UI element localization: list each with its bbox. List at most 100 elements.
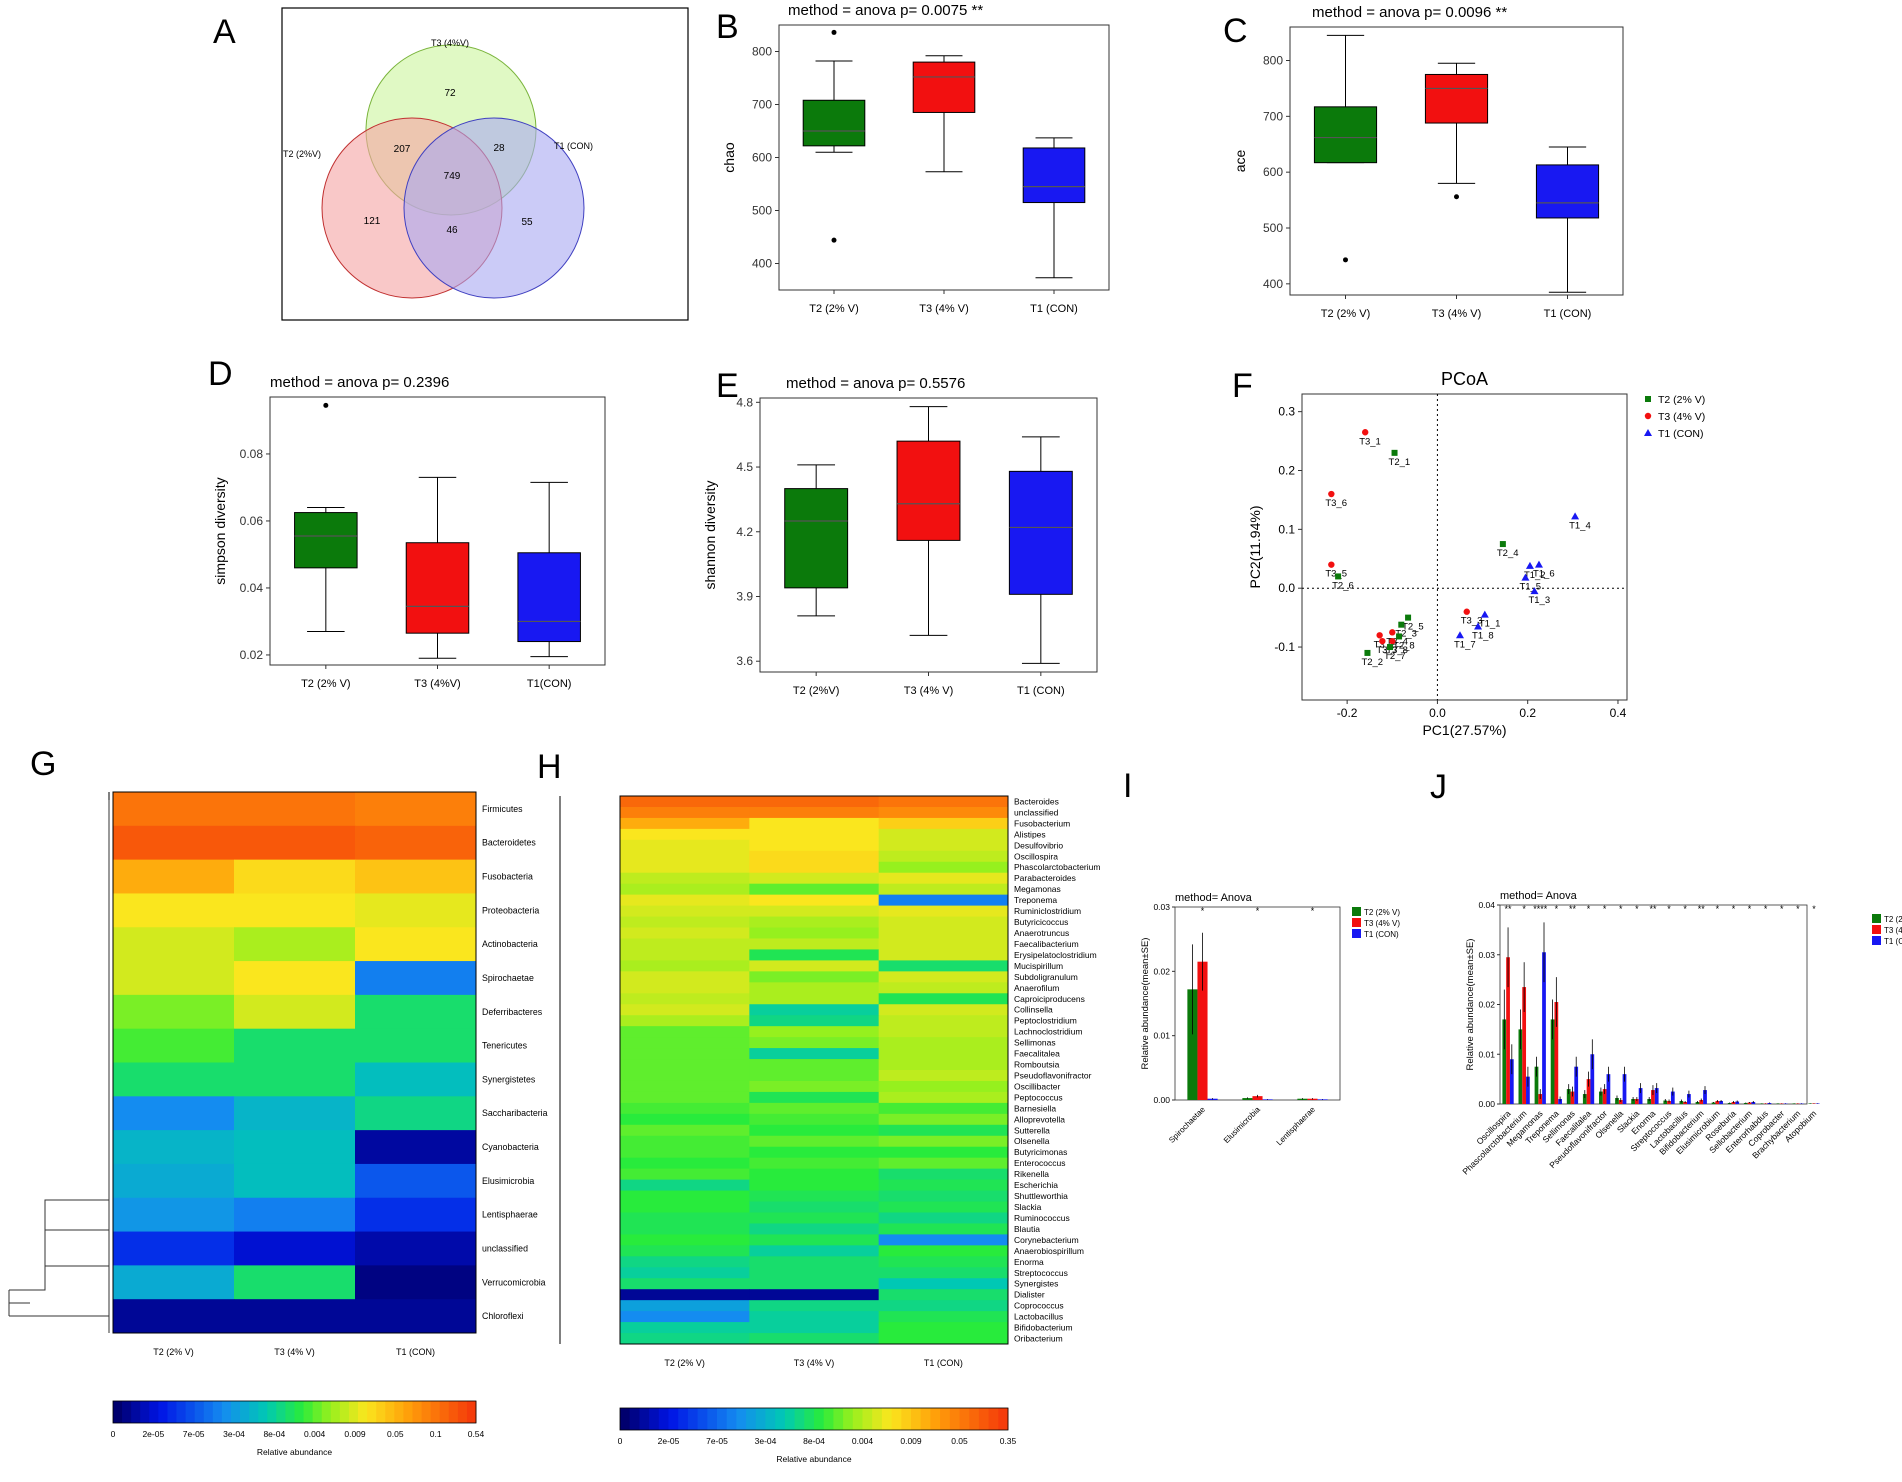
row-label: Verrucomicrobia: [482, 1277, 546, 1287]
colorbar-swatch: [113, 1401, 122, 1423]
heatmap-cell: [355, 826, 477, 860]
heatmap-cell: [620, 1289, 750, 1300]
row-label: Megamonas: [1014, 884, 1061, 894]
heatmap-cell: [620, 1267, 750, 1278]
row-label: Barnesiella: [1014, 1103, 1056, 1113]
plot-title: method= Anova: [1500, 890, 1578, 902]
heatmap-cell: [879, 1037, 1009, 1048]
row-label: Chloroflexi: [482, 1311, 524, 1321]
row-label: Saccharibacteria: [482, 1108, 548, 1118]
heatmap-cell: [749, 1048, 879, 1059]
heatmap-cell: [355, 1265, 477, 1299]
heatmap-cell: [620, 917, 750, 928]
row-label: Spirochaetae: [482, 973, 534, 983]
heatmap-cell: [879, 1114, 1009, 1125]
point-label: T1_1: [1479, 619, 1501, 630]
heatmap-cell: [879, 873, 1009, 884]
colorbar-tick-label: 0.05: [387, 1429, 404, 1439]
heatmap-cell: [879, 1212, 1009, 1223]
colorbar-tick-label: 0: [111, 1429, 116, 1439]
colorbar-swatch: [960, 1408, 970, 1430]
row-label: Peptococcus: [1014, 1092, 1063, 1102]
heatmap-cell: [749, 1103, 879, 1114]
row-label: Fusobacteria: [482, 872, 533, 882]
heatmap-cell: [234, 893, 356, 927]
category-label: Spirochaetae: [1167, 1105, 1207, 1145]
legend-label: T2 (2% V): [1884, 915, 1902, 924]
heatmap-cell: [620, 807, 750, 818]
y-tick-label: 500: [1263, 221, 1283, 235]
heatmap-cell: [234, 826, 356, 860]
heatmap-cell: [620, 1180, 750, 1191]
colorbar-swatch: [707, 1408, 717, 1430]
heatmap-cell: [234, 1029, 356, 1063]
row-label: Tenericutes: [482, 1041, 528, 1051]
point-t3-5: [1328, 561, 1334, 567]
colorbar-swatch: [863, 1408, 873, 1430]
heatmap-cell: [879, 840, 1009, 851]
row-label: Blautia: [1014, 1224, 1040, 1234]
colorbar-label: Relative abundance: [776, 1454, 851, 1464]
heatmap-cell: [879, 1026, 1009, 1037]
heatmap-cell: [749, 895, 879, 906]
heatmap-cell: [113, 893, 235, 927]
row-label: Bacteroides: [1014, 796, 1059, 806]
y-axis-label: PC2(11.94%): [1247, 505, 1263, 588]
heatmap-cell: [879, 1234, 1009, 1245]
y-axis-label: Relative abundance(mean±SE): [1465, 939, 1476, 1071]
heatmap-cell: [113, 1096, 235, 1130]
colorbar-swatch: [727, 1408, 737, 1430]
row-label: Synergistetes: [482, 1074, 536, 1084]
outlier-point: [1343, 257, 1348, 262]
plot-title: PCoA: [1441, 369, 1488, 389]
heatmap-cell: [879, 1256, 1009, 1267]
row-label: Phascolarctobacterium: [1014, 862, 1100, 872]
outlier-point: [832, 238, 837, 243]
row-label: Anaerobiospirillum: [1014, 1246, 1084, 1256]
y-tick-label: 700: [752, 98, 772, 112]
heatmap-cell: [234, 1198, 356, 1232]
point-label: T2_6: [1332, 580, 1354, 591]
heatmap-cell: [620, 1114, 750, 1125]
row-label: Oribacterium: [1014, 1334, 1063, 1344]
heatmap-cell: [620, 971, 750, 982]
heatmap-cell: [749, 862, 879, 873]
heatmap-cell: [879, 960, 1009, 971]
x-tick-label: T3 (4%V): [414, 678, 460, 690]
point-t2-7: [1387, 644, 1393, 650]
panel-letter-a: A: [213, 13, 236, 51]
legend-swatch: [1872, 936, 1881, 945]
point-t2-8: [1396, 633, 1402, 639]
heatmap-cell: [749, 1333, 879, 1344]
heatmap-cell: [879, 818, 1009, 829]
point-t2-2: [1364, 650, 1370, 656]
colorbar: [620, 1408, 1008, 1430]
colorbar-swatch: [431, 1401, 440, 1423]
colorbar-swatch: [940, 1408, 950, 1430]
heatmap-cell: [879, 982, 1009, 993]
heatmap-cell: [879, 993, 1009, 1004]
point-label: T1_6: [1533, 569, 1555, 580]
colorbar-swatch: [756, 1408, 766, 1430]
row-label: Lachnoclostridium: [1014, 1027, 1083, 1037]
row-label: Caproiciproducens: [1014, 994, 1085, 1004]
heatmap-cell: [879, 1059, 1009, 1070]
heatmap-cell: [749, 1147, 879, 1158]
colorbar-tick-label: 8e-04: [263, 1429, 285, 1439]
heatmap-cell: [879, 1202, 1009, 1213]
heatmap-cell: [879, 1180, 1009, 1191]
row-label: Enterococcus: [1014, 1158, 1066, 1168]
heatmap-cell: [879, 1147, 1009, 1158]
row-label: Peptoclostridium: [1014, 1016, 1077, 1026]
colorbar-swatch: [795, 1408, 805, 1430]
heatmap-cell: [879, 796, 1009, 807]
legend-swatch: [1352, 907, 1361, 916]
heatmap-cell: [355, 1130, 477, 1164]
heatmap-cell: [620, 993, 750, 1004]
colorbar-swatch: [249, 1401, 258, 1423]
heatmap-cell: [749, 884, 879, 895]
colorbar-swatch: [122, 1401, 131, 1423]
